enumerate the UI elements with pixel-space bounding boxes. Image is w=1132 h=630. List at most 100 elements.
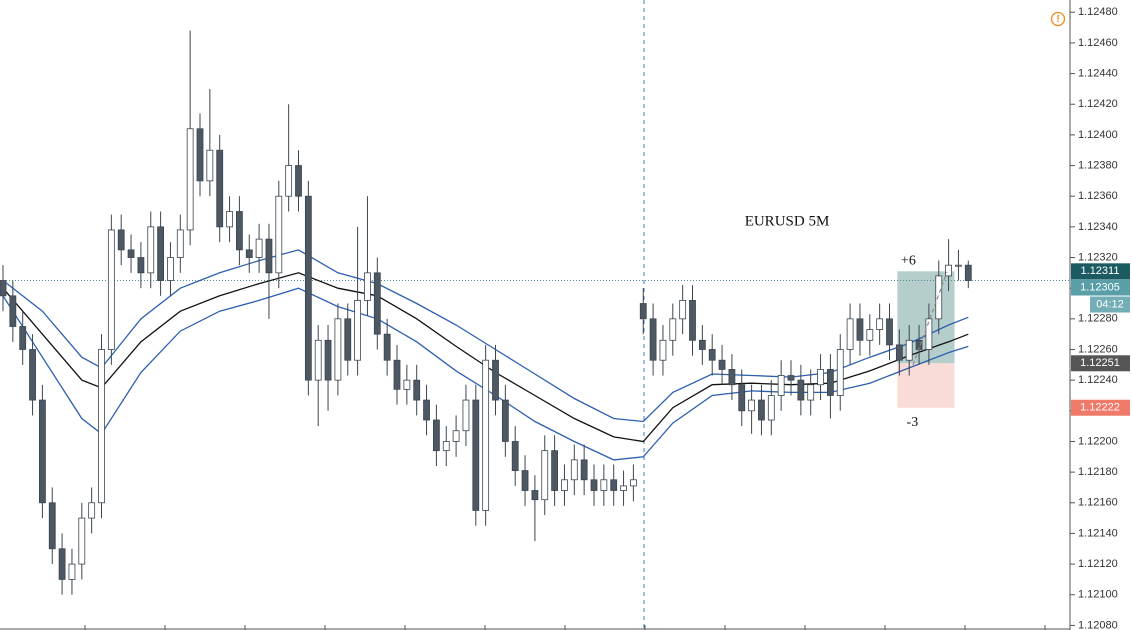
candle-body: [866, 329, 874, 341]
y-tick-label: 1.12160: [1078, 497, 1118, 509]
candle-body: [68, 563, 76, 580]
price-badge: [1071, 399, 1130, 416]
candle-body: [787, 375, 795, 381]
candle-body: [876, 318, 884, 330]
candle-body: [0, 280, 7, 297]
candle-body: [630, 479, 637, 487]
candle-body: [364, 272, 371, 301]
candle-body: [58, 548, 66, 580]
candle-body: [935, 275, 943, 320]
candle-body: [698, 339, 706, 350]
y-tick-label: 1.12260: [1078, 343, 1118, 355]
candle-body: [48, 502, 56, 550]
candle-body: [196, 128, 204, 182]
y-tick-label: 1.12400: [1078, 129, 1118, 141]
candle-body: [314, 339, 322, 381]
candle-body: [797, 379, 805, 401]
candle-body: [955, 264, 962, 267]
candle-body: [945, 264, 952, 277]
candle-body: [541, 450, 549, 501]
candle-body: [689, 300, 696, 341]
candle-body: [39, 399, 46, 504]
y-tick-label: 1.12480: [1078, 6, 1118, 18]
candle-body: [708, 349, 716, 361]
candle-body: [452, 430, 460, 442]
price-badge: [1071, 279, 1130, 296]
candle-body: [482, 359, 490, 511]
trend-line: [912, 271, 948, 366]
candle-body: [147, 226, 155, 274]
candle-body: [590, 479, 598, 491]
candle-body: [442, 441, 450, 452]
candle-body: [639, 303, 647, 320]
candle-body: [383, 333, 391, 361]
candle-body: [403, 379, 411, 390]
candle-body: [127, 249, 135, 258]
candle-body: [728, 369, 736, 386]
candle-body: [265, 238, 273, 274]
candle-body: [324, 339, 332, 381]
candle-body: [827, 369, 834, 396]
candle-body: [29, 349, 36, 401]
y-tick-label: 1.12200: [1078, 435, 1118, 447]
candle-body: [836, 349, 844, 396]
candle-body: [98, 349, 105, 504]
candle-body: [393, 359, 401, 390]
candle-body: [334, 318, 342, 381]
price-badge-label: 1.12251: [1080, 357, 1120, 369]
candle-body: [206, 149, 214, 182]
candle-body: [649, 318, 657, 361]
y-tick-label: 1.12440: [1078, 67, 1118, 79]
candle-body: [600, 479, 608, 491]
price-badge: [1071, 355, 1130, 372]
y-tick-label: 1.12140: [1078, 527, 1118, 539]
candle-body: [295, 165, 302, 197]
y-tick-label: 1.12320: [1078, 251, 1118, 263]
alert-icon[interactable]: [1050, 11, 1066, 27]
candle-body: [423, 399, 430, 421]
candle-body: [905, 339, 913, 361]
candle-body: [88, 502, 96, 519]
candle-body: [255, 238, 263, 258]
candle-body: [551, 450, 558, 491]
candle-body: [521, 470, 529, 491]
candle-body: [511, 441, 519, 471]
price-badge-label: 1.12311: [1081, 265, 1120, 277]
candle-body: [561, 479, 568, 491]
candle-body: [777, 375, 785, 396]
y-tick-label: 1.12120: [1078, 558, 1118, 570]
candle-body: [344, 318, 352, 361]
candle-body: [492, 359, 499, 401]
candle-body: [807, 384, 815, 401]
candle-body: [373, 272, 381, 335]
candle-body: [107, 229, 115, 350]
candle-body: [157, 226, 165, 281]
profit-label: +6: [901, 254, 916, 269]
candle-body: [964, 264, 972, 281]
candle-body: [738, 384, 746, 412]
candle-body: [748, 399, 755, 412]
alert-icon-mark[interactable]: !: [1056, 14, 1059, 25]
y-tick-label: 1.12100: [1078, 589, 1118, 601]
candle-body: [856, 318, 864, 341]
candle-body: [531, 490, 539, 501]
candle-body: [718, 359, 726, 370]
loss-zone: [897, 363, 955, 408]
y-tick-label: 1.12460: [1078, 37, 1118, 49]
candle-body: [176, 229, 184, 258]
price-axis: 1.12080 1.12100 1.12120 1.12140 1.12160 1.121…: [84, 6, 1130, 630]
candle-body: [78, 517, 86, 565]
candle-body: [758, 399, 765, 421]
candle-body: [570, 459, 578, 481]
candle-body: [285, 165, 293, 197]
candle-body: [501, 399, 509, 442]
candle-body: [895, 344, 903, 361]
candle-body: [472, 399, 480, 511]
candle-body: [767, 395, 775, 421]
y-tick-label: 1.12280: [1078, 313, 1118, 325]
candle-body: [304, 195, 312, 381]
candle-body: [9, 295, 17, 327]
candle-body: [886, 318, 893, 346]
